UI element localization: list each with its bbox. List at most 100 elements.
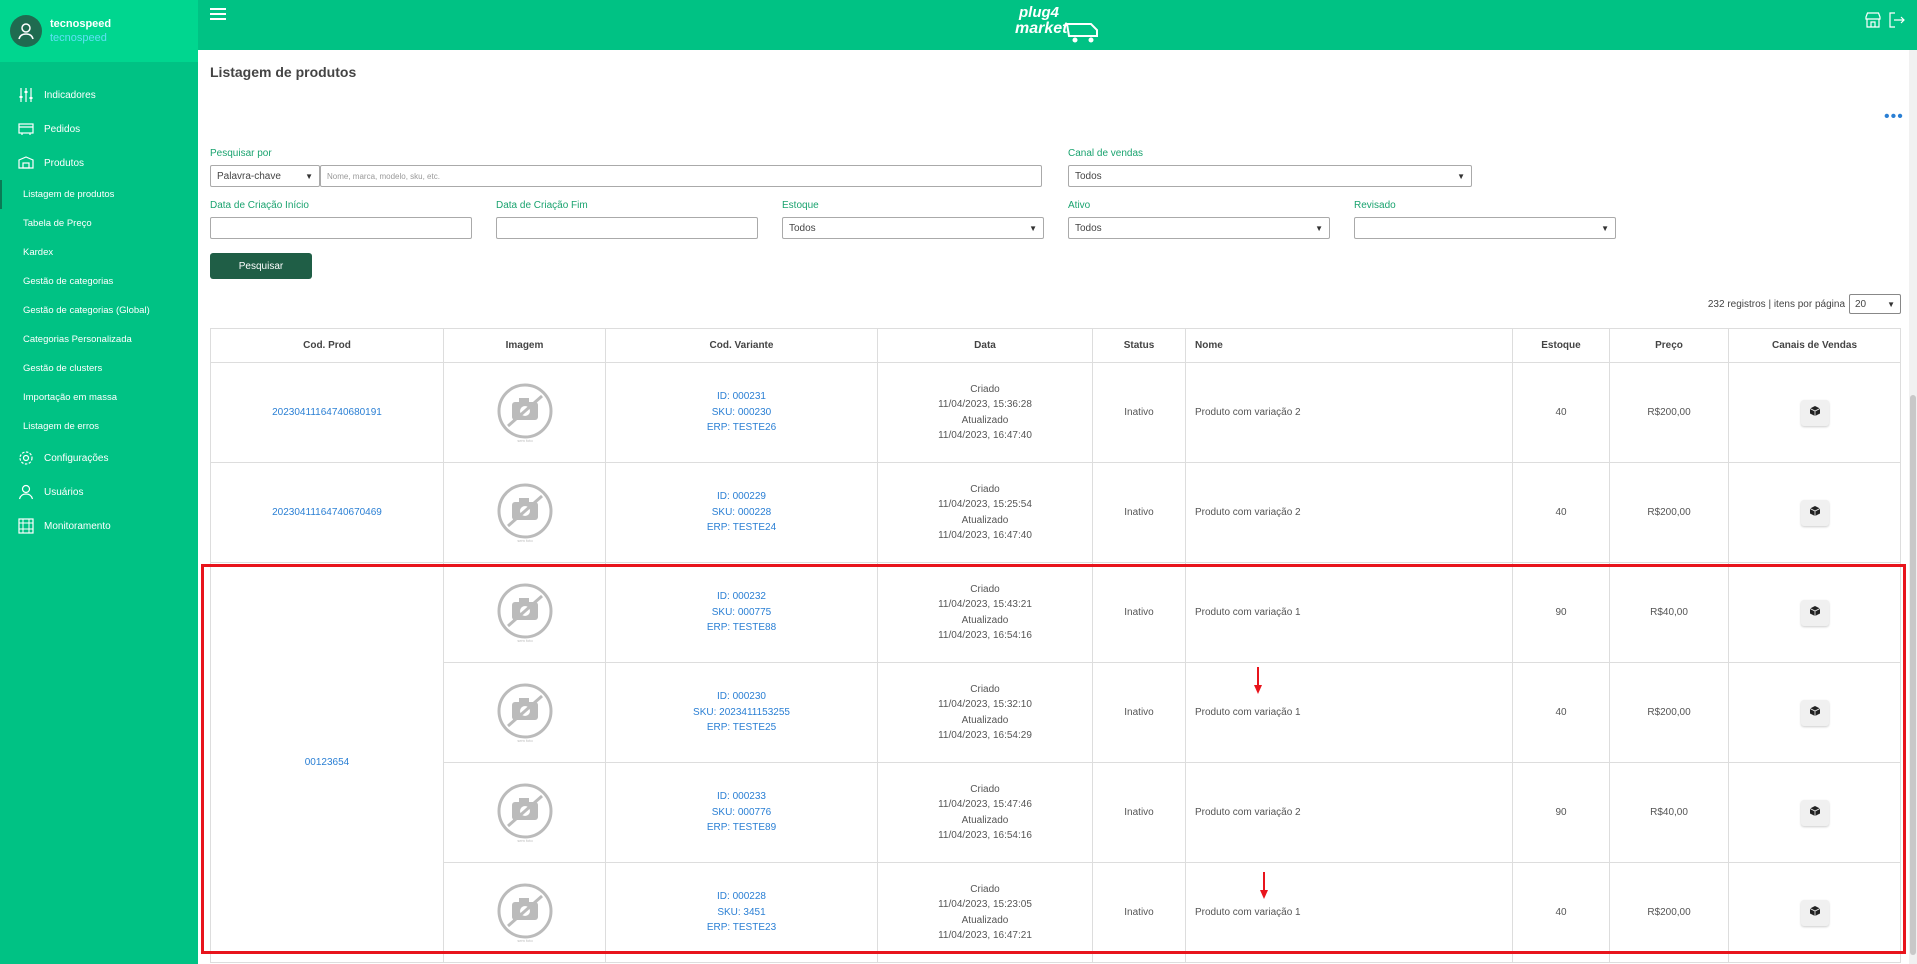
channel-box-button[interactable] bbox=[1800, 399, 1829, 426]
updated-date: 11/04/2023, 16:47:40 bbox=[938, 430, 1032, 441]
cod-prod-link[interactable]: 20230411164740670469 bbox=[272, 507, 382, 518]
col-header-stock[interactable]: Estoque bbox=[1512, 328, 1610, 363]
variant-id[interactable]: ID: 000230 bbox=[717, 691, 766, 703]
search-input[interactable]: Nome, marca, modelo, sku, etc. bbox=[320, 165, 1042, 187]
user-box[interactable]: tecnospeed tecnospeed bbox=[0, 0, 198, 62]
channel-box-button[interactable] bbox=[1800, 599, 1829, 626]
col-header-cod-variante[interactable]: Cod. Variante bbox=[605, 328, 878, 363]
variant-sku[interactable]: SKU: 000230 bbox=[711, 406, 772, 418]
updated-date: 11/04/2023, 16:47:40 bbox=[938, 530, 1032, 541]
channel-box-button[interactable] bbox=[1800, 899, 1829, 926]
sidebar-subitem-importacao-massa[interactable]: Importação em massa bbox=[23, 392, 117, 403]
col-header-date[interactable]: Data bbox=[877, 328, 1093, 363]
variant-erp[interactable]: ERP: TESTE24 bbox=[706, 522, 777, 534]
col-header-cod-prod[interactable]: Cod. Prod bbox=[210, 328, 444, 363]
search-by-select[interactable]: Palavra-chave ▼ bbox=[210, 165, 320, 187]
svg-text:sem foto: sem foto bbox=[517, 738, 533, 743]
sidebar-subitem-listagem-erros[interactable]: Listagem de erros bbox=[23, 421, 100, 432]
hamburger-menu-icon[interactable] bbox=[210, 8, 226, 22]
created-date: 11/04/2023, 15:47:46 bbox=[938, 799, 1032, 810]
search-button[interactable]: Pesquisar bbox=[210, 253, 312, 279]
created-date: 11/04/2023, 15:32:10 bbox=[938, 699, 1032, 710]
svg-text:sem foto: sem foto bbox=[517, 838, 533, 843]
no-photo-icon: sem foto bbox=[494, 882, 556, 944]
channels-cell bbox=[1728, 562, 1901, 663]
active-select[interactable]: Todos ▼ bbox=[1068, 217, 1330, 239]
sidebar-subitem-gestao-categorias-global[interactable]: Gestão de categorias (Global) bbox=[23, 305, 150, 316]
variant-id[interactable]: ID: 000229 bbox=[717, 491, 766, 503]
date-cell: Criado 11/04/2023, 15:25:54 Atualizado 1… bbox=[877, 462, 1093, 563]
scrollbar-thumb[interactable] bbox=[1910, 395, 1916, 955]
stock-select[interactable]: Todos ▼ bbox=[782, 217, 1044, 239]
sidebar-item-produtos[interactable]: Produtos bbox=[0, 146, 198, 180]
channel-box-button[interactable] bbox=[1800, 499, 1829, 526]
variant-erp[interactable]: ERP: TESTE25 bbox=[706, 722, 777, 734]
created-label: Criado bbox=[970, 883, 1000, 895]
price-cell: R$40,00 bbox=[1609, 762, 1729, 863]
date-end-label: Data de Criação Fim bbox=[496, 200, 588, 211]
sidebar-subitem-listagem-produtos[interactable]: Listagem de produtos bbox=[0, 180, 198, 209]
variant-erp[interactable]: ERP: TESTE88 bbox=[706, 622, 777, 634]
variant-id[interactable]: ID: 000231 bbox=[717, 391, 766, 403]
red-arrow-icon bbox=[1254, 667, 1262, 694]
page-title: Listagem de produtos bbox=[210, 64, 357, 80]
variant-sku[interactable]: SKU: 2023411153255 bbox=[693, 706, 790, 718]
sidebar-subitem-categorias-personalizada[interactable]: Categorias Personalizada bbox=[23, 334, 132, 345]
logout-icon[interactable] bbox=[1889, 12, 1905, 28]
sidebar-subitem-gestao-clusters[interactable]: Gestão de clusters bbox=[23, 363, 103, 374]
col-header-price[interactable]: Preço bbox=[1609, 328, 1729, 363]
sidebar-subitem-tabela-preco[interactable]: Tabela de Preço bbox=[23, 218, 92, 229]
variant-erp[interactable]: ERP: TESTE89 bbox=[706, 822, 777, 834]
records-info: 232 registros | itens por página 20 ▼ bbox=[1708, 294, 1901, 314]
sidebar-subitem-gestao-categorias[interactable]: Gestão de categorias bbox=[23, 276, 114, 287]
date-start-field[interactable] bbox=[210, 217, 472, 239]
date-end-field[interactable] bbox=[496, 217, 758, 239]
chevron-down-icon: ▼ bbox=[1457, 171, 1465, 181]
variant-erp[interactable]: ERP: TESTE23 bbox=[706, 922, 777, 934]
col-header-name[interactable]: Nome bbox=[1185, 328, 1513, 363]
chevron-down-icon: ▼ bbox=[1601, 223, 1609, 233]
sales-channel-select[interactable]: Todos ▼ bbox=[1068, 165, 1472, 187]
sidebar-item-pedidos[interactable]: Pedidos bbox=[0, 112, 198, 146]
reviewed-select[interactable]: ▼ bbox=[1354, 217, 1616, 239]
channel-box-button[interactable] bbox=[1800, 699, 1829, 726]
variant-id[interactable]: ID: 000233 bbox=[717, 791, 766, 803]
cod-prod-link[interactable]: 20230411164740680191 bbox=[272, 407, 382, 418]
sidebar-subitem-kardex[interactable]: Kardex bbox=[23, 247, 54, 258]
monitor-icon bbox=[18, 518, 34, 534]
variant-erp[interactable]: ERP: TESTE26 bbox=[706, 422, 777, 434]
price-cell: R$200,00 bbox=[1609, 462, 1729, 563]
items-per-page-select[interactable]: 20 ▼ bbox=[1849, 294, 1901, 314]
variant-sku[interactable]: SKU: 3451 bbox=[717, 906, 766, 918]
created-label: Criado bbox=[970, 483, 1000, 495]
variant-sku[interactable]: SKU: 000228 bbox=[711, 506, 772, 518]
date-cell: Criado 11/04/2023, 15:47:46 Atualizado 1… bbox=[877, 762, 1093, 863]
channel-box-button[interactable] bbox=[1800, 799, 1829, 826]
svg-text:sem foto: sem foto bbox=[517, 438, 533, 443]
store-icon[interactable] bbox=[1865, 12, 1881, 28]
variant-id[interactable]: ID: 000228 bbox=[717, 891, 766, 903]
brand-logo[interactable]: plug4 market bbox=[1013, 4, 1103, 48]
no-photo-icon: sem foto bbox=[494, 382, 556, 444]
variant-id[interactable]: ID: 000232 bbox=[717, 591, 766, 603]
sidebar-item-usuarios[interactable]: Usuários bbox=[0, 475, 198, 509]
scrollbar[interactable] bbox=[1909, 50, 1917, 964]
sidebar-item-indicadores[interactable]: Indicadores bbox=[0, 78, 198, 112]
date-start-label: Data de Criação Início bbox=[210, 200, 309, 211]
col-header-status[interactable]: Status bbox=[1092, 328, 1186, 363]
cod-prod-link[interactable]: 00123654 bbox=[304, 757, 350, 768]
active-value: Todos bbox=[1075, 222, 1102, 234]
sidebar-item-label: Monitoramento bbox=[44, 520, 111, 532]
no-photo-icon: sem foto bbox=[494, 782, 556, 844]
table-row: sem foto ID: 000228 SKU: 3451 ERP: TESTE… bbox=[211, 862, 1901, 963]
more-options-icon[interactable]: ••• bbox=[1884, 108, 1904, 125]
sidebar-item-monitoramento[interactable]: Monitoramento bbox=[0, 509, 198, 543]
chevron-down-icon: ▼ bbox=[1315, 223, 1323, 233]
created-label: Criado bbox=[970, 783, 1000, 795]
variant-sku[interactable]: SKU: 000776 bbox=[711, 806, 772, 818]
variant-sku[interactable]: SKU: 000775 bbox=[711, 606, 772, 618]
created-date: 11/04/2023, 15:25:54 bbox=[938, 499, 1032, 510]
table-row: sem foto ID: 000230 SKU: 2023411153255 E… bbox=[211, 662, 1901, 763]
box-icon bbox=[1809, 506, 1820, 519]
sidebar-item-configuracoes[interactable]: Configurações bbox=[0, 441, 198, 475]
